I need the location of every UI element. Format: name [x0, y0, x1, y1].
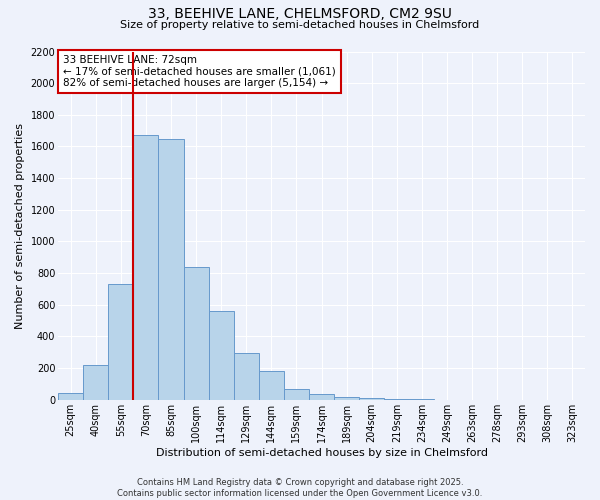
Bar: [234, 353, 259, 400]
Bar: [108, 284, 133, 400]
Text: 33 BEEHIVE LANE: 72sqm
← 17% of semi-detached houses are smaller (1,061)
82% of : 33 BEEHIVE LANE: 72sqm ← 17% of semi-det…: [64, 55, 336, 88]
Bar: [184, 267, 209, 400]
Bar: [133, 136, 158, 400]
Bar: [284, 388, 309, 400]
Bar: [83, 365, 108, 400]
Bar: [259, 372, 284, 400]
Bar: [334, 396, 359, 400]
Bar: [309, 394, 334, 400]
Bar: [158, 138, 184, 400]
Y-axis label: Number of semi-detached properties: Number of semi-detached properties: [15, 122, 25, 328]
Bar: [359, 398, 384, 400]
X-axis label: Distribution of semi-detached houses by size in Chelmsford: Distribution of semi-detached houses by …: [155, 448, 488, 458]
Text: 33, BEEHIVE LANE, CHELMSFORD, CM2 9SU: 33, BEEHIVE LANE, CHELMSFORD, CM2 9SU: [148, 8, 452, 22]
Bar: [384, 399, 409, 400]
Bar: [58, 394, 83, 400]
Text: Size of property relative to semi-detached houses in Chelmsford: Size of property relative to semi-detach…: [121, 20, 479, 30]
Text: Contains HM Land Registry data © Crown copyright and database right 2025.
Contai: Contains HM Land Registry data © Crown c…: [118, 478, 482, 498]
Bar: [209, 311, 234, 400]
